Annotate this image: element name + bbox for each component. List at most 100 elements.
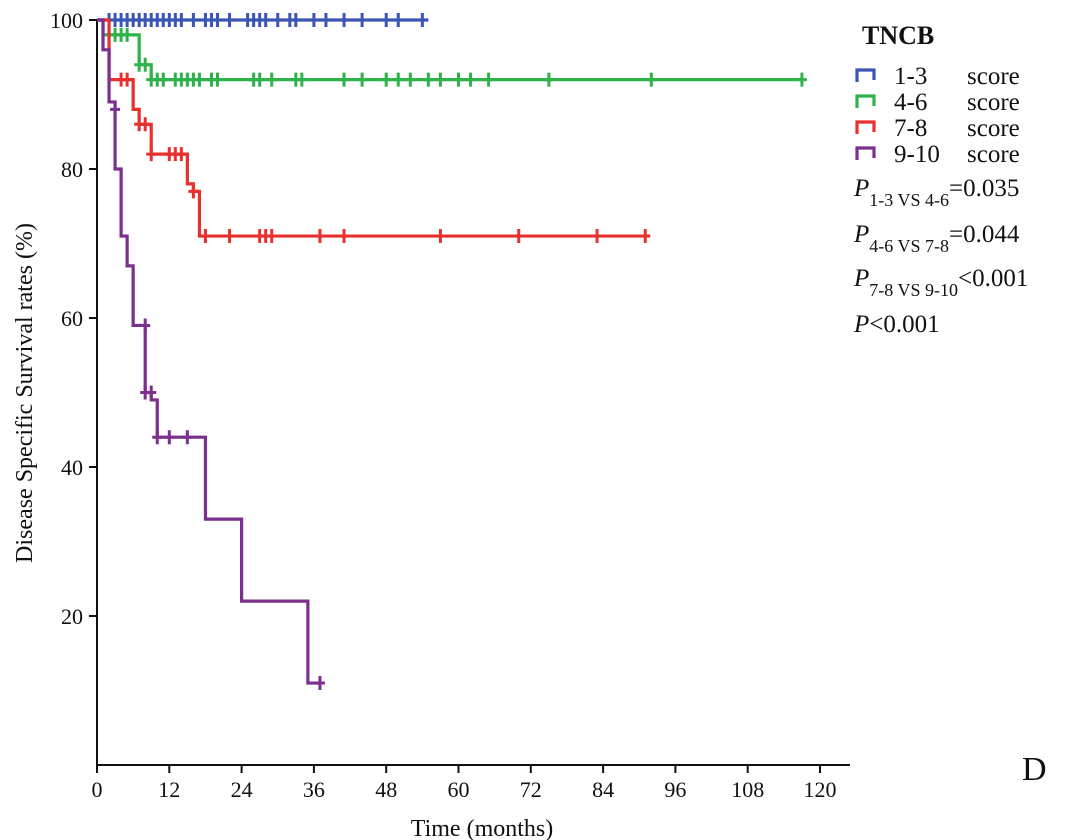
censor-mark [200,229,211,244]
legend-item: 7-8 score [855,115,1020,142]
y-tick-label: 20 [61,604,83,629]
censor-mark [188,13,199,27]
censor-mark [796,72,807,87]
series-layer [97,13,807,691]
legend-swatch [855,94,876,108]
censor-mark [254,72,265,87]
legend-swatch [855,120,876,134]
censor-mark [146,385,157,400]
censor-mark [465,72,476,87]
y-axis-title: Disease Specific Survival rates (%) [12,223,38,563]
panel-label: D [1022,751,1047,788]
censor-mark [417,13,428,27]
x-tick-label: 48 [375,777,397,802]
censor-mark [339,72,350,87]
censor-mark [290,13,301,27]
p-value-line: P7-8 VS 9-10<0.001 [853,265,1028,300]
legend-range: 9-10 [894,141,940,168]
censor-mark [140,117,151,132]
censor-mark [212,13,223,27]
p-value-annotations: P1-3 VS 4-6=0.035 P4-6 VS 7-8=0.044 P7-8 V… [853,175,1028,338]
censor-mark [194,72,205,87]
series-4-6-score [97,18,807,87]
censor-mark [453,72,464,87]
legend-items: 1-3 score 4-6 score 7-8 score 9-10 score [855,63,1020,168]
series-7-8-score [97,18,651,244]
censor-mark [339,229,350,244]
censor-mark [435,72,446,87]
censor-mark [513,229,524,244]
censor-mark [212,72,223,87]
plot-area: 0 12 24 36 48 60 72 84 96 108 120 20 40 60 80 100 [50,8,850,802]
legend-swatch [855,68,876,82]
censor-mark [266,229,277,244]
censor-mark [435,229,446,244]
censor-mark [314,229,325,244]
x-tick-label: 60 [448,777,470,802]
legend-score: score [967,141,1020,168]
survival-curve [97,18,802,82]
censor-mark [357,72,368,87]
x-tick-label: 84 [592,777,614,802]
censor-mark [314,676,325,691]
x-tick-label: 0 [92,777,103,802]
censor-mark [339,13,350,27]
censor-mark [393,72,404,87]
censor-mark [188,184,199,199]
censor-mark [646,72,657,87]
legend-swatch [855,146,876,160]
censor-mark [381,13,392,27]
censor-mark [640,229,651,244]
censor-mark [164,430,175,445]
censor-mark [296,72,307,87]
censor-mark [122,72,133,87]
legend-score: score [967,63,1020,90]
censor-mark [308,13,319,27]
legend-range: 1-3 [894,63,927,90]
censor-mark [272,13,283,27]
censor-mark [110,102,121,117]
censor-mark [381,72,392,87]
censor-mark [122,27,133,42]
y-tick-label: 80 [61,157,83,182]
censor-mark [393,13,404,27]
censor-mark [224,13,235,27]
p-value-line: P<0.001 [853,311,940,338]
censor-mark [405,72,416,87]
legend-item: 1-3 score [855,63,1020,90]
x-axis-title: Time (months) [411,816,553,840]
censor-mark [224,229,235,244]
p-value-line: P1-3 VS 4-6=0.035 [853,175,1019,210]
legend-range: 7-8 [894,115,927,142]
y-ticks: 20 40 60 80 100 [50,8,97,629]
series-1-3-score [97,13,429,27]
censor-mark [357,13,368,27]
y-tick-label: 60 [61,306,83,331]
survival-curve [97,18,320,685]
legend-title: TNCB [862,21,934,50]
y-tick-label: 40 [61,455,83,480]
censor-mark [182,430,193,445]
survival-curve [97,18,646,238]
y-tick-label: 100 [50,8,83,33]
censor-mark [266,72,277,87]
legend: TNCB 1-3 score 4-6 score 7-8 score 9-10 score [855,21,1020,168]
censor-mark [176,13,187,27]
censor-mark [320,13,331,27]
censor-mark [423,72,434,87]
censor-mark [140,318,151,333]
censor-mark [152,430,163,445]
censor-mark [140,57,151,72]
censor-mark [260,13,271,27]
censor-mark [543,72,554,87]
x-tick-label: 108 [731,777,764,802]
x-tick-label: 12 [158,777,180,802]
x-ticks: 0 12 24 36 48 60 72 84 96 108 120 [92,765,837,802]
censor-mark [146,147,157,162]
legend-item: 9-10 score [855,141,1020,168]
x-tick-label: 36 [303,777,325,802]
censor-mark [158,72,169,87]
censor-mark [176,147,187,162]
x-tick-label: 120 [804,777,837,802]
